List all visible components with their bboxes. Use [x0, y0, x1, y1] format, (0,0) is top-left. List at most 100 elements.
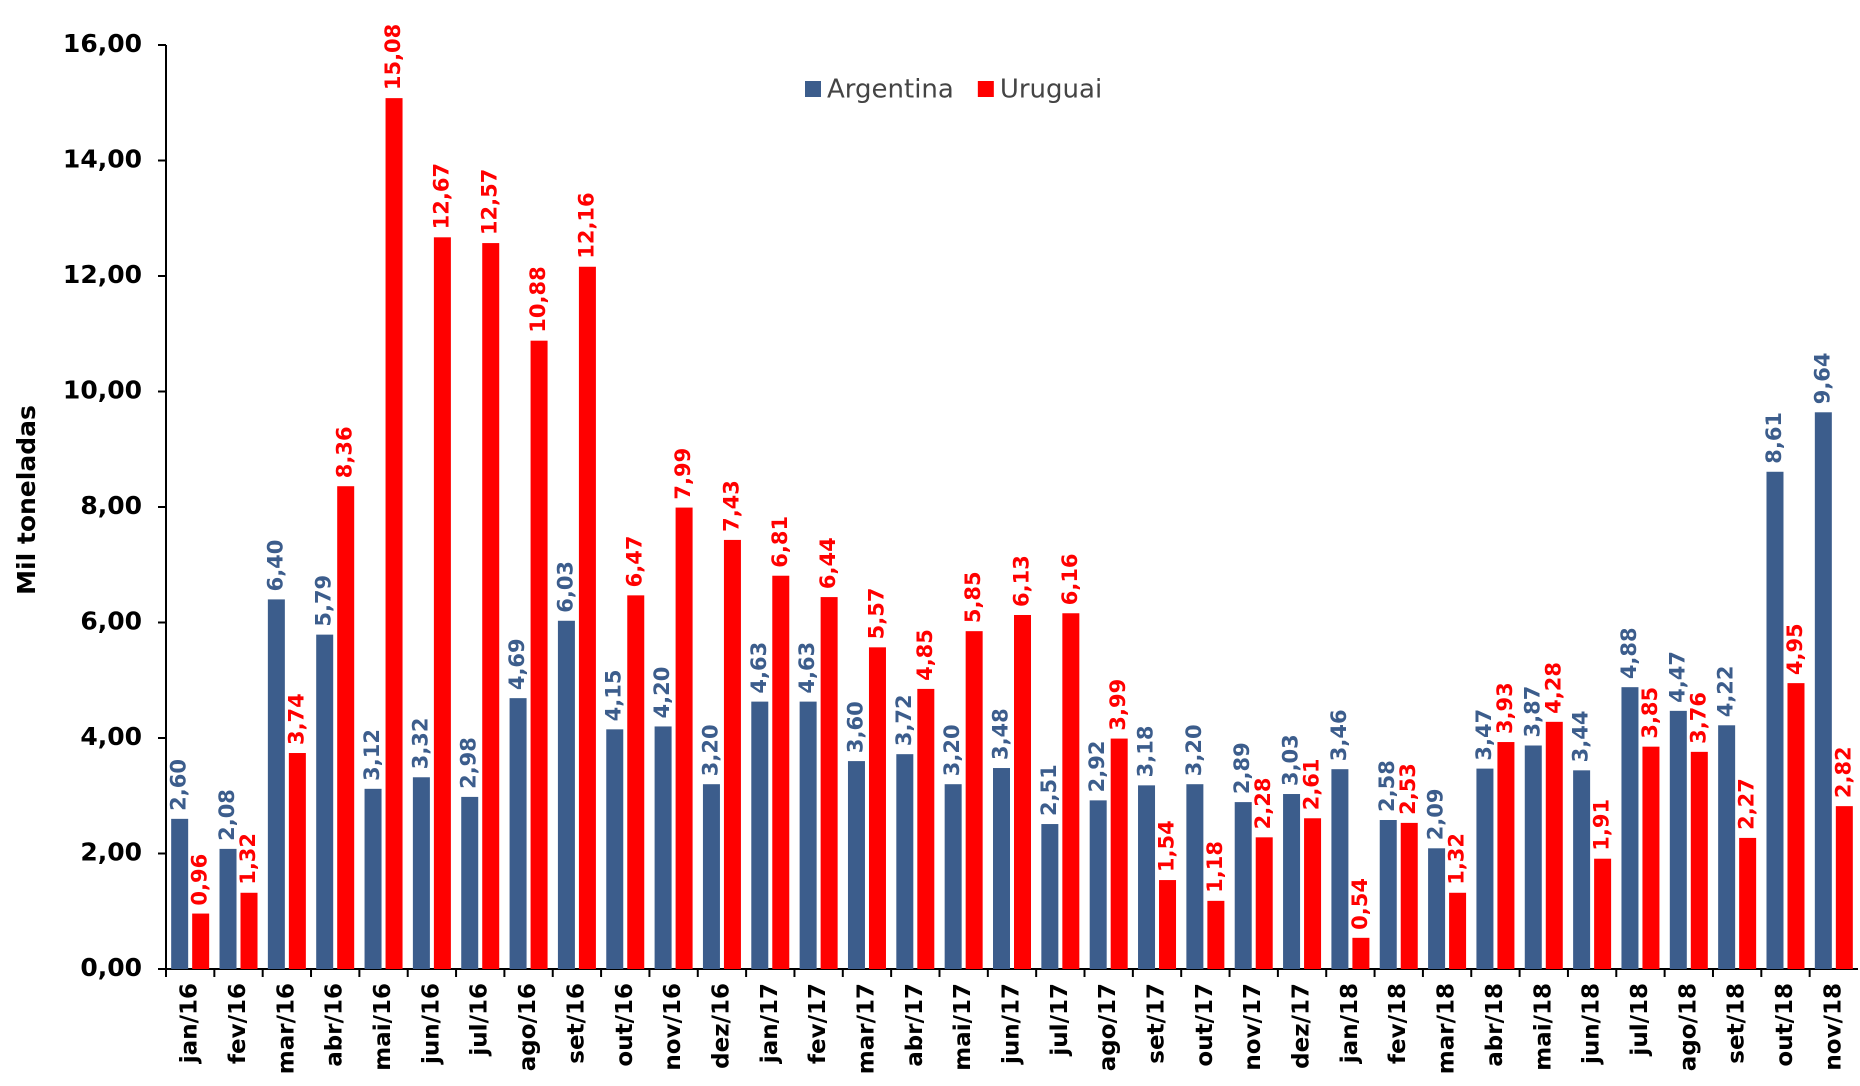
bar — [1255, 837, 1273, 969]
bar — [799, 701, 817, 969]
data-label: 6,03 — [553, 561, 577, 613]
x-tick-label: dez/17 — [1289, 983, 1315, 1069]
data-label: 6,81 — [768, 516, 792, 568]
x-tick-label: fev/17 — [805, 983, 831, 1064]
bar — [578, 266, 596, 969]
bar — [965, 631, 983, 969]
y-axis-label: Mil toneladas — [12, 405, 41, 595]
x-tick-label: jul/18 — [1627, 983, 1653, 1057]
bar — [1718, 725, 1736, 969]
x-tick-label: set/16 — [563, 983, 589, 1064]
data-label: 3,87 — [1520, 686, 1544, 738]
data-label: 9,64 — [1810, 352, 1834, 404]
data-label: 4,47 — [1665, 651, 1689, 703]
data-label: 3,85 — [1638, 687, 1662, 739]
bar — [654, 726, 672, 969]
data-label: 1,18 — [1203, 841, 1227, 893]
bar — [1545, 721, 1563, 969]
bar — [1594, 858, 1612, 969]
bar — [1331, 769, 1349, 969]
data-label: 5,79 — [312, 575, 336, 627]
data-label: 3,20 — [1182, 724, 1206, 776]
x-tick-label: ago/16 — [515, 983, 541, 1071]
data-label: 2,51 — [1037, 764, 1061, 816]
bar — [1352, 937, 1370, 969]
data-label: 1,91 — [1590, 799, 1614, 851]
data-label: 3,93 — [1493, 682, 1517, 734]
bar — [461, 796, 479, 969]
y-tick-label: 10,00 — [63, 376, 142, 405]
bar — [917, 688, 935, 969]
bar — [772, 575, 790, 969]
bar — [240, 892, 258, 969]
data-label: 8,36 — [333, 426, 357, 478]
bar — [1428, 848, 1446, 969]
data-label: 3,72 — [892, 694, 916, 746]
data-label: 0,96 — [188, 854, 212, 906]
data-label: 6,44 — [816, 537, 840, 589]
x-tick-label: mai/18 — [1530, 983, 1556, 1071]
bar — [1621, 687, 1639, 969]
bar — [219, 848, 237, 969]
data-label: 5,85 — [961, 571, 985, 623]
bar — [1814, 412, 1832, 969]
x-tick-label: jul/17 — [1047, 983, 1073, 1057]
data-label: 3,20 — [698, 724, 722, 776]
y-tick-label: 12,00 — [63, 260, 142, 289]
y-tick-label: 0,00 — [80, 953, 142, 982]
data-label: 7,99 — [671, 448, 695, 500]
x-tick-label: jan/17 — [757, 983, 783, 1064]
bar — [482, 243, 500, 969]
bar — [1014, 614, 1031, 969]
bar — [1739, 837, 1757, 969]
x-tick-label: out/17 — [1192, 983, 1218, 1067]
x-tick-label: out/18 — [1772, 983, 1798, 1067]
x-tick-label: ago/18 — [1675, 983, 1701, 1071]
bar — [675, 507, 693, 969]
bar — [1497, 742, 1515, 969]
x-tick-label: set/18 — [1724, 983, 1750, 1064]
data-label: 1,32 — [236, 833, 260, 885]
bar — [192, 913, 210, 969]
data-label: 6,47 — [623, 536, 647, 588]
bar — [385, 98, 403, 969]
data-label: 2,92 — [1085, 741, 1109, 793]
bar — [1642, 746, 1660, 969]
data-label: 7,43 — [719, 480, 743, 532]
bar — [1573, 770, 1591, 969]
x-tick-label: nov/16 — [660, 983, 686, 1071]
x-tick-label: jun/17 — [999, 983, 1025, 1065]
data-label: 4,88 — [1617, 627, 1641, 679]
data-label: 2,53 — [1396, 763, 1420, 815]
x-tick-label: jun/18 — [1579, 983, 1605, 1065]
bar — [993, 768, 1010, 969]
bar — [1835, 806, 1853, 969]
bar — [868, 647, 886, 969]
x-tick-label: abr/16 — [322, 983, 348, 1067]
x-tick-label: dez/16 — [708, 983, 734, 1069]
bar — [557, 620, 575, 969]
data-label: 4,28 — [1541, 662, 1565, 714]
y-tick-label: 16,00 — [63, 29, 142, 58]
data-label: 2,09 — [1424, 788, 1448, 840]
data-label: 3,32 — [408, 717, 432, 769]
x-tick-label: abr/17 — [902, 983, 928, 1067]
y-tick-label: 2,00 — [80, 838, 142, 867]
data-label: 4,95 — [1783, 623, 1807, 675]
data-label: 3,03 — [1279, 734, 1303, 786]
bar — [723, 539, 741, 969]
data-label: 6,13 — [1010, 555, 1034, 607]
data-label: 2,98 — [457, 737, 481, 789]
bar — [1304, 818, 1322, 969]
bar — [171, 818, 189, 969]
bar — [1234, 802, 1252, 969]
x-tick-label: nov/18 — [1820, 983, 1846, 1071]
data-label: 4,22 — [1714, 665, 1738, 717]
data-label: 3,99 — [1106, 679, 1130, 731]
data-label: 15,08 — [381, 24, 405, 90]
data-label: 3,74 — [284, 693, 308, 745]
bar — [1062, 613, 1080, 969]
bar — [1159, 880, 1177, 969]
data-label: 4,85 — [913, 629, 937, 681]
